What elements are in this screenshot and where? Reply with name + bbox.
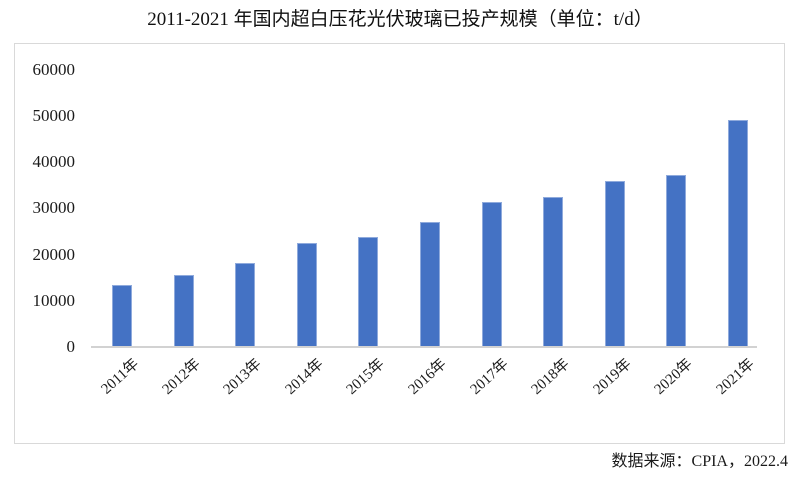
bar-2017年 xyxy=(481,201,502,347)
x-axis-tick-label: 2013年 xyxy=(220,356,265,399)
bar-2012年 xyxy=(173,275,194,347)
plot-area xyxy=(15,44,784,443)
x-axis-tick-label: 2012年 xyxy=(159,356,204,399)
x-axis-tick-label: 2015年 xyxy=(343,356,389,399)
x-axis-tick-label: 2011年 xyxy=(97,356,142,398)
y-axis-tick-label: 10000 xyxy=(32,290,76,310)
bar-2018年 xyxy=(543,196,564,347)
bar-2015年 xyxy=(358,236,379,347)
x-axis-line xyxy=(91,346,757,348)
bar-2013年 xyxy=(235,262,256,347)
y-axis-tick-label: 20000 xyxy=(32,244,76,264)
y-axis-tick-label: 60000 xyxy=(32,59,76,79)
y-axis: 0 10000 20000 30000 40000 50000 60000 xyxy=(15,44,784,443)
bar-2014年 xyxy=(296,243,317,347)
bar-2011年 xyxy=(112,285,132,347)
x-axis-tick-label: 2016年 xyxy=(405,356,450,399)
y-axis-tick-label: 30000 xyxy=(32,198,76,218)
x-axis-tick-label: 2019年 xyxy=(590,356,635,399)
chart-frame: 0 10000 20000 30000 40000 50000 60000 2011年 201… xyxy=(14,43,785,444)
x-axis-tick-label: 2014年 xyxy=(282,356,327,399)
source-note: 数据来源：CPIA，2022.4 xyxy=(611,453,788,470)
x-axis-tick-label: 2020年 xyxy=(651,356,697,399)
bar-2020年 xyxy=(666,175,687,347)
bar-2019年 xyxy=(604,180,625,347)
x-axis-tick-label: 2018年 xyxy=(528,356,573,399)
y-axis-tick-label: 40000 xyxy=(32,152,76,172)
y-axis-tick-label: 0 xyxy=(66,337,76,356)
x-axis: 2011年 2012年 2013年 2014年 2015年 2016年 2017年 2018年… xyxy=(15,44,784,443)
x-axis-tick-label: 2021年 xyxy=(713,356,758,399)
bar-2016年 xyxy=(420,221,440,347)
bar-2021年 xyxy=(728,120,748,347)
x-axis-tick-label: 2017年 xyxy=(467,356,512,399)
chart-title: 2011-2021 年国内超白压花光伏玻璃已投产规模（单位：t/d） xyxy=(147,9,653,30)
y-axis-tick-label: 50000 xyxy=(32,106,76,126)
